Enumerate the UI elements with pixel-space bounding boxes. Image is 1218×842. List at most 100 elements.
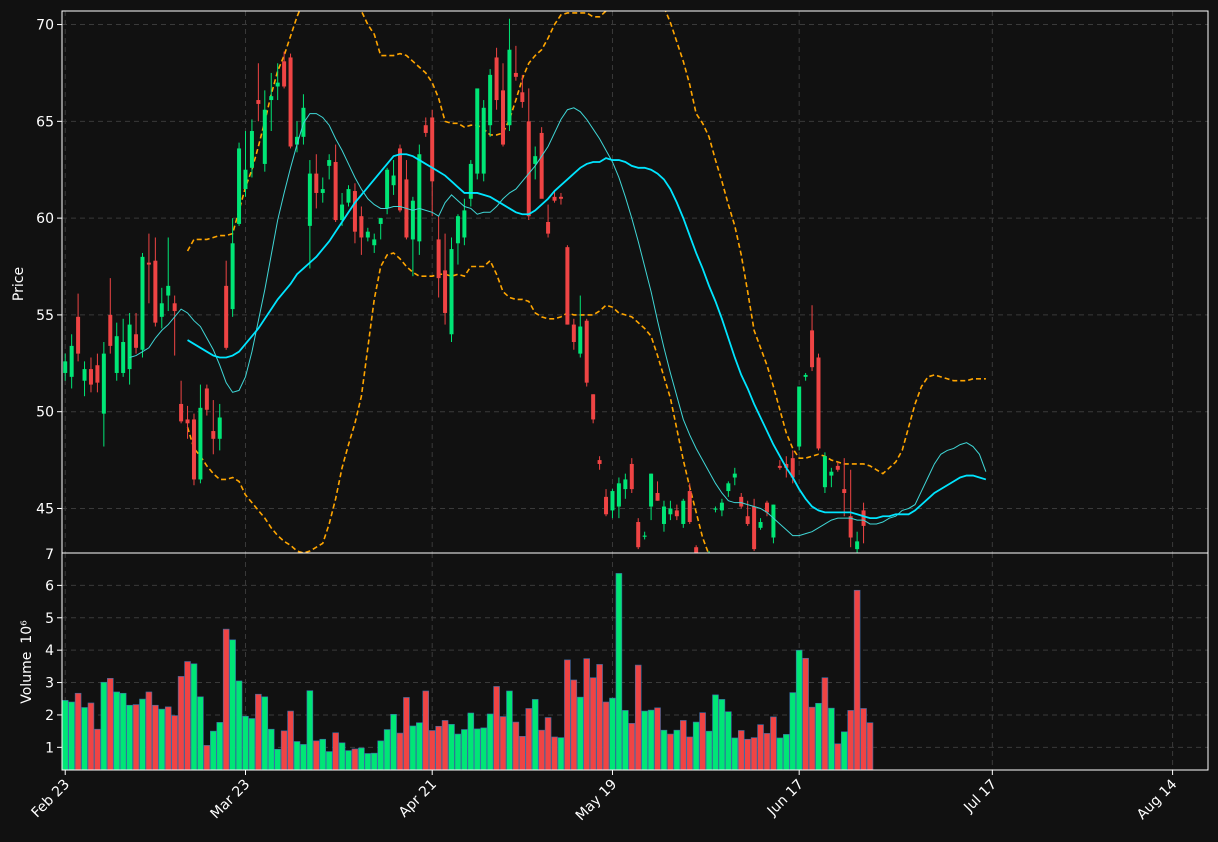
candle-body (829, 471, 834, 476)
candle (468, 160, 473, 207)
volume-bar (383, 729, 391, 771)
volume-bar (94, 728, 101, 771)
volume-bar (364, 753, 372, 771)
candle-body (101, 353, 106, 414)
volume-bar (506, 690, 513, 771)
candle (546, 204, 551, 238)
candle (217, 403, 222, 451)
volume-bar (493, 686, 500, 771)
candle-body (372, 239, 377, 246)
volume-bar (435, 725, 442, 771)
candle (76, 293, 81, 362)
candle-body (359, 216, 364, 238)
candle-body (249, 131, 254, 168)
candle (282, 51, 287, 89)
volume-bar (525, 708, 533, 771)
candle (372, 233, 377, 253)
candle (507, 18, 512, 132)
volume-bar (454, 733, 462, 771)
candle (494, 47, 499, 110)
volume-tick-label: 6 (45, 578, 54, 594)
candle-body (726, 483, 731, 492)
candle (533, 146, 538, 180)
volume-bar (403, 697, 410, 771)
candle-body (745, 516, 750, 524)
candle-body (314, 173, 319, 193)
candle (327, 154, 332, 180)
candle-body (224, 285, 229, 348)
candle (597, 456, 602, 470)
volume-bar (847, 710, 854, 771)
price-tick-label: 50 (36, 405, 54, 421)
candle-body (69, 345, 74, 377)
volume-bar (300, 744, 307, 771)
candle (816, 353, 821, 451)
candle-body (771, 504, 776, 538)
volume-bar (448, 724, 455, 771)
candle-body (127, 324, 132, 370)
candle (63, 353, 68, 381)
volume-bar (126, 704, 133, 771)
volume-bar (821, 677, 829, 771)
volume-bar (325, 751, 333, 771)
candle-body (108, 314, 113, 346)
volume-bar (107, 678, 114, 771)
volume-bar (235, 680, 243, 771)
volume-bar (293, 741, 301, 771)
volume-bar (474, 728, 481, 771)
volume-bar (145, 691, 153, 771)
volume-bar (197, 696, 204, 771)
candle-body (501, 90, 506, 145)
candle-body (455, 216, 460, 244)
candle (501, 63, 506, 147)
volume-panel: 1 2 3 4 5 6 7 Volume 10⁶ (19, 547, 1209, 771)
volume-bar (351, 748, 359, 771)
candle-body (185, 419, 190, 424)
price-y-axis: 45 50 55 60 65 70 (36, 18, 62, 517)
candle (687, 483, 692, 524)
candle (604, 489, 609, 517)
candle-body (694, 547, 699, 553)
candle-body (320, 189, 325, 193)
candle-body (179, 403, 184, 422)
volume-bar (705, 730, 713, 771)
candle (398, 144, 403, 213)
candle-body (340, 204, 345, 221)
candle-body (848, 516, 853, 538)
volume-bar (718, 699, 726, 771)
candle-body (449, 249, 454, 335)
candle (101, 342, 106, 447)
price-tick-label: 65 (36, 114, 54, 130)
candle-body (134, 334, 139, 348)
volume-bar (570, 679, 578, 771)
candle-body (655, 492, 660, 501)
candle-body (713, 508, 718, 510)
volume-bar (113, 691, 120, 771)
candle-body (288, 57, 293, 147)
volume-bar (229, 639, 236, 771)
candle-body (82, 369, 87, 381)
candle (237, 142, 242, 226)
candle-body (488, 74, 493, 126)
volume-bar (731, 737, 739, 771)
volume-bar (184, 661, 191, 771)
candle-body (758, 522, 763, 528)
volume-bar (396, 732, 404, 771)
candle (385, 167, 390, 215)
candle-body (494, 57, 499, 101)
candle-body (739, 496, 744, 507)
candle-body (468, 163, 473, 199)
volume-bar (87, 702, 95, 771)
candle-body (597, 460, 602, 464)
candle (719, 498, 724, 517)
candle (810, 305, 815, 372)
candle-body (610, 491, 615, 511)
candle (443, 233, 448, 325)
candle (861, 502, 866, 544)
candle (269, 72, 274, 132)
volume-bar (583, 658, 590, 771)
candle-body (855, 541, 860, 550)
volume-bar (306, 690, 314, 771)
candle (584, 318, 589, 387)
candle (822, 452, 827, 493)
